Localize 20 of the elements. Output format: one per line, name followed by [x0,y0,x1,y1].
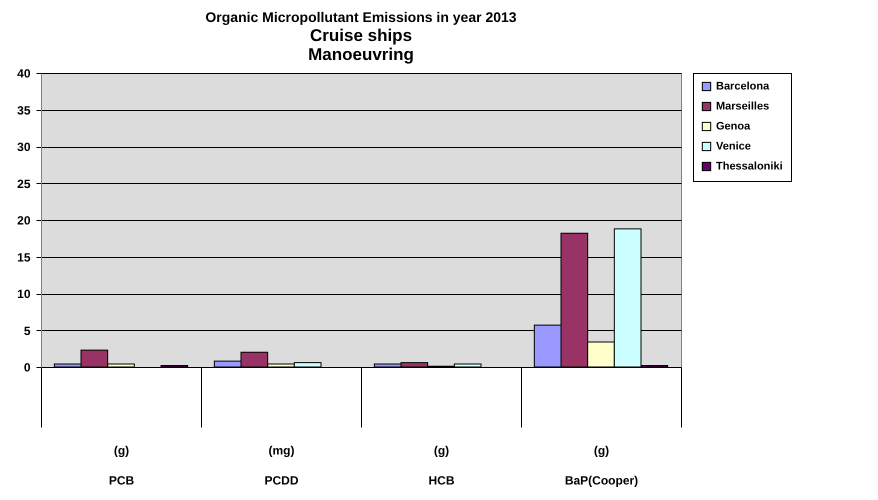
y-tick-label: 10 [17,287,31,301]
category-label: (g) HCB [428,444,454,488]
y-tick-label: 30 [17,140,31,154]
category-label: (g) BaP(Cooper) [564,444,638,488]
chart-subtitle: Cruise ships Manoeuvring [308,26,414,64]
y-tick-label: 35 [17,103,31,118]
chart-title: Organic Micropollutant Emissions in year 2013 [205,9,517,25]
legend-label: Genoa [716,120,752,132]
y-tick-label: 40 [17,66,31,80]
legend-label: Venice [716,140,751,152]
y-tick-label: 25 [17,176,31,191]
category-label: (mg) PCDD [264,444,299,488]
y-tick-label: 0 [24,360,31,374]
legend-label: Barcelona [716,80,770,92]
category-label: (g) PCB [108,444,134,488]
legend-label: Thessaloniki [716,160,783,172]
y-tick-label: 20 [17,214,31,228]
y-tick-label: 15 [17,250,31,264]
y-tick-label: 5 [24,324,31,338]
legend-label: Marseilles [716,100,770,112]
